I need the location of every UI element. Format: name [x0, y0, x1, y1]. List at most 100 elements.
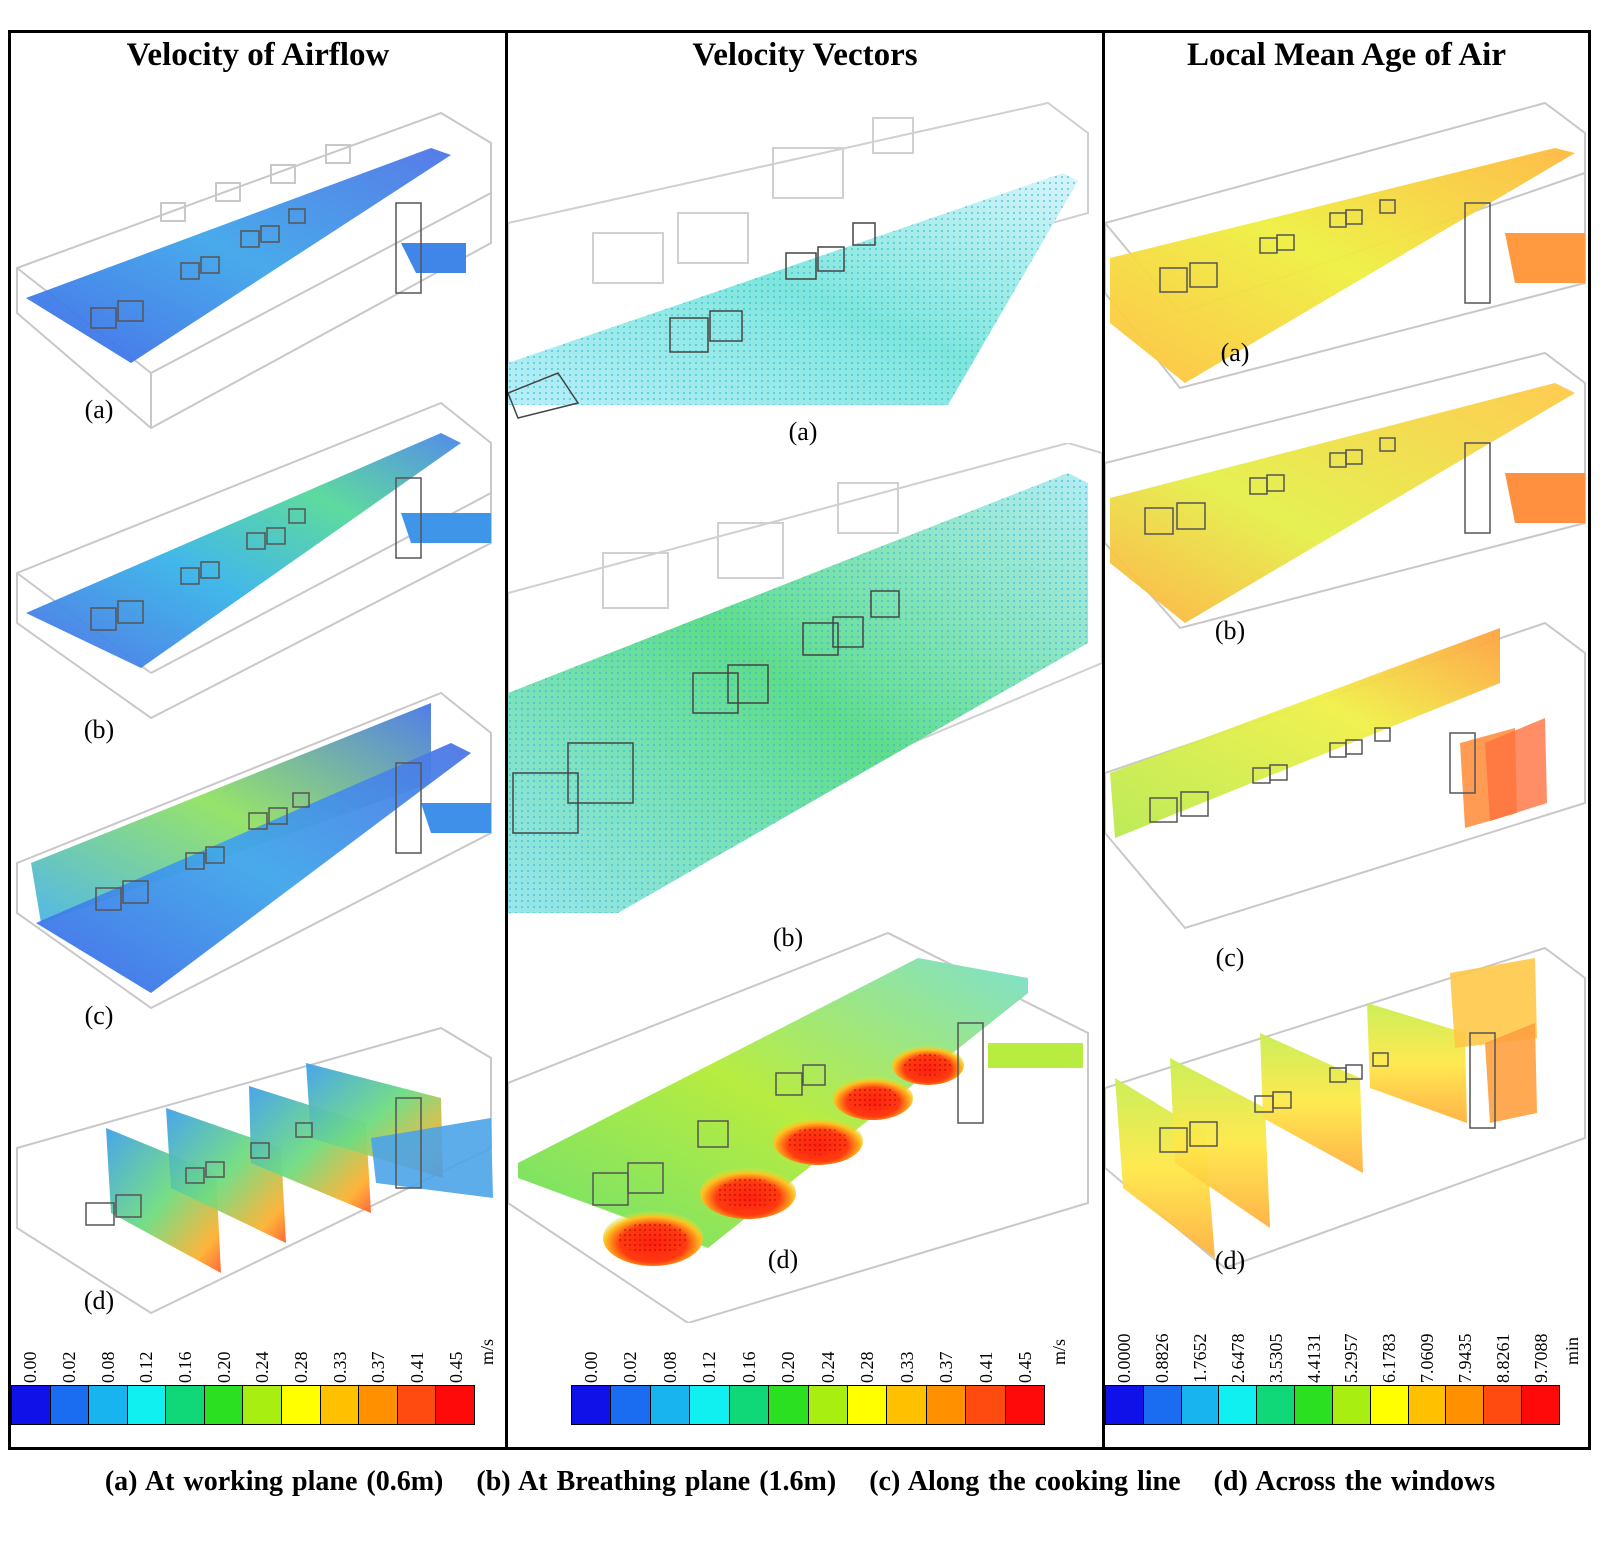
- sublabel-d: (d): [1214, 1246, 1246, 1275]
- age-scene-a: [1105, 101, 1586, 390]
- vectors-scene-d: [508, 931, 1089, 1323]
- panel-title: Velocity of Airflow: [126, 37, 390, 73]
- colorbar-swatch: [1257, 1386, 1296, 1424]
- colorbar-swatch: [89, 1386, 128, 1424]
- caption-d: (d) Across the windows: [1213, 1466, 1496, 1497]
- colorbar-swatch: [611, 1386, 651, 1424]
- colorbar-tick: 0.02: [59, 1351, 79, 1384]
- colorbar-swatch: [690, 1386, 730, 1424]
- velocity-vectors-panel: Velocity Vectors (a) (b): [505, 30, 1105, 1450]
- sublabel-b: (b): [772, 923, 804, 952]
- colorbar-tick: 0.08: [97, 1351, 118, 1384]
- velocity-colorbar: 0.00 0.02 0.08 0.12 0.16 0.20 0.24 0.28 0.33 0.37…: [11, 1325, 497, 1427]
- colorbar-unit: min: [1562, 1336, 1582, 1365]
- sublabel-c: (c): [1215, 943, 1245, 972]
- colorbar-swatch: [1295, 1386, 1333, 1424]
- colorbar-tick: 4.4131: [1303, 1333, 1324, 1384]
- colorbar-swatch: [1181, 1386, 1220, 1424]
- colorbar-swatch: [243, 1386, 283, 1424]
- colorbar-swatch: [887, 1386, 927, 1424]
- colorbar-swatch: [166, 1386, 205, 1424]
- colorbar-swatch: [50, 1386, 90, 1424]
- colorbar-tick: 0.24: [252, 1351, 273, 1384]
- colorbar-swatch: [1484, 1386, 1523, 1424]
- colorbar-swatch: [572, 1386, 612, 1424]
- airflow-scene-a: [16, 111, 492, 430]
- colorbar-tick: 0.24: [817, 1351, 838, 1384]
- colorbar-tick: 2.6478: [1227, 1333, 1248, 1384]
- colorbar-tick: 8.8261: [1493, 1333, 1514, 1384]
- colorbar-swatch: [1446, 1386, 1485, 1424]
- airflow-scene-c: [16, 691, 492, 1010]
- sublabel-a: (a): [788, 417, 818, 446]
- colorbar-swatch: [808, 1386, 848, 1424]
- colorbar-tick: 3.5305: [1265, 1333, 1286, 1384]
- figure-caption: (a) At working plane (0.6m) (b) At Breat…: [0, 1466, 1600, 1498]
- age-scene-c: [1105, 621, 1586, 930]
- colorbar-tick: 0.20: [213, 1351, 234, 1384]
- colorbar-tick: 0.00: [580, 1351, 601, 1384]
- colorbar-tick: 7.9435: [1455, 1333, 1476, 1384]
- panel-title: Velocity Vectors: [692, 37, 918, 73]
- caption-b: (b) At Breathing plane (1.6m): [476, 1466, 837, 1497]
- panel-title: Local Mean Age of Air: [1187, 37, 1506, 73]
- colorbar-tick: 0.33: [329, 1351, 350, 1384]
- sublabel-b: (b): [83, 715, 115, 744]
- colorbar-swatch: [320, 1386, 360, 1424]
- age-scene-d: [1105, 946, 1586, 1270]
- age-scene-b: [1105, 351, 1586, 630]
- vectors-scene-a: [508, 101, 1089, 419]
- colorbar-swatch: [436, 1386, 474, 1424]
- colorbar-tick: 0.41: [407, 1351, 427, 1384]
- sublabel-b: (b): [1214, 616, 1246, 645]
- colorbar-swatch: [729, 1386, 770, 1424]
- colorbar-swatch: [1005, 1386, 1045, 1424]
- mean-age-panel: Local Mean Age of Air (a) (b): [1102, 30, 1591, 1450]
- sublabel-c: (c): [84, 1001, 114, 1030]
- colorbar-swatch: [926, 1386, 967, 1424]
- airflow-scene-b: [16, 401, 492, 720]
- colorbar-swatch: [1106, 1386, 1144, 1424]
- colorbar-tick: 0.02: [620, 1351, 641, 1384]
- colorbar-swatch: [282, 1386, 321, 1424]
- colorbar-tick: 0.45: [445, 1351, 466, 1384]
- colorbar-swatch: [847, 1386, 888, 1424]
- age-colorbar: 0.0000 0.8826 1.7652 2.6478 3.5305 4.4131 5.29…: [1105, 1325, 1582, 1427]
- colorbar-tick: 0.37: [368, 1351, 389, 1384]
- colorbar-tick: 0.41: [975, 1351, 996, 1384]
- colorbar-tick: 0.16: [738, 1351, 759, 1384]
- colorbar-swatch: [1522, 1386, 1559, 1424]
- colorbar-unit: m/s: [477, 1338, 497, 1365]
- caption-a: (a) At working plane (0.6m): [104, 1466, 444, 1497]
- colorbar-swatch: [966, 1386, 1006, 1424]
- colorbar-tick: 1.7652: [1189, 1333, 1210, 1384]
- velocity-airflow-panel: Velocity of Airflow (a) (b): [8, 30, 508, 1450]
- colorbar-swatch: [204, 1386, 244, 1424]
- colorbar-tick: 0.28: [857, 1351, 878, 1384]
- colorbar-swatch: [1332, 1386, 1371, 1424]
- colorbar-swatch: [650, 1386, 691, 1424]
- colorbar-tick: 0.28: [291, 1351, 311, 1384]
- vectors-scene-b: [508, 443, 1102, 915]
- colorbar-tick: 0.12: [136, 1351, 157, 1384]
- colorbar-tick: 9.7088: [1531, 1333, 1552, 1384]
- colorbar-swatch: [769, 1386, 809, 1424]
- colorbar-tick: 0.00: [20, 1351, 41, 1384]
- colorbar-tick: 0.20: [778, 1351, 799, 1384]
- colorbar-tick: 0.0000: [1113, 1333, 1134, 1384]
- vector-colorbar: 0.00 0.02 0.08 0.12 0.16 0.20 0.24 0.28 0.33 0.37…: [571, 1325, 1069, 1427]
- colorbar-swatch: [1219, 1386, 1258, 1424]
- colorbar-swatch: [1370, 1386, 1409, 1424]
- colorbar-tick: 6.1783: [1379, 1333, 1400, 1384]
- colorbar-tick: 0.45: [1015, 1351, 1036, 1384]
- colorbar-unit: m/s: [1049, 1338, 1069, 1365]
- colorbar-tick: 5.2957: [1341, 1333, 1362, 1384]
- airflow-scene-d: [16, 1026, 493, 1315]
- colorbar-swatch: [1143, 1386, 1182, 1424]
- colorbar-swatch: [12, 1386, 51, 1424]
- colorbar-tick: 0.08: [659, 1351, 680, 1384]
- sublabel-d: (d): [767, 1245, 799, 1274]
- colorbar-swatch: [127, 1386, 167, 1424]
- sublabel-a: (a): [1220, 338, 1250, 367]
- sublabel-a: (a): [84, 395, 114, 424]
